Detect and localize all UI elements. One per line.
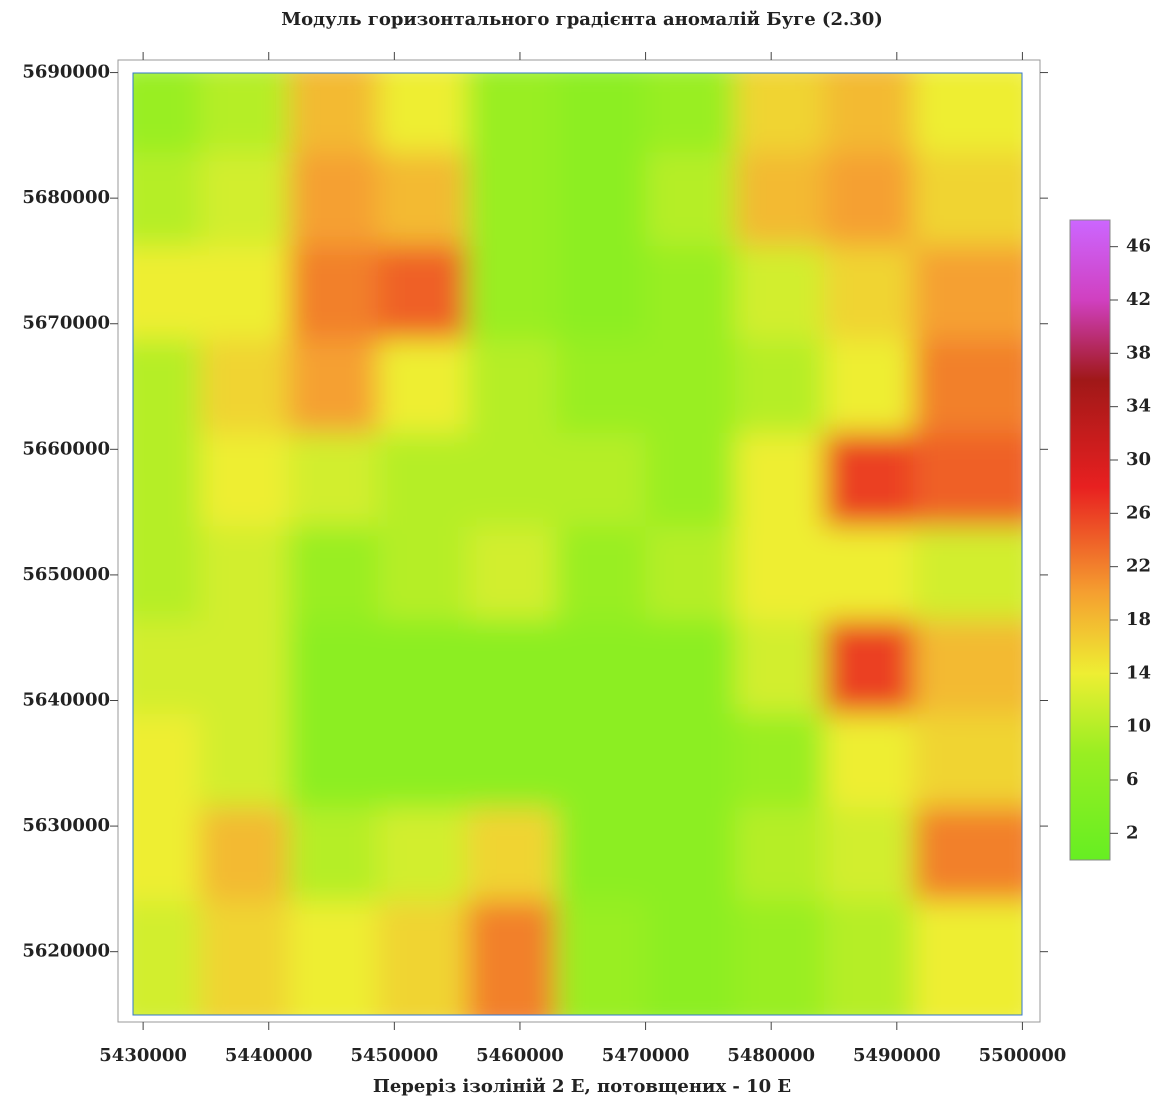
y-tick-label: 5620000 [22, 941, 110, 962]
x-tick-label: 5460000 [476, 1045, 564, 1066]
colorbar [1069, 219, 1111, 861]
colorbar-label: 42 [1126, 289, 1151, 310]
colorbar-label: 46 [1126, 236, 1151, 257]
x-tick-label: 5500000 [979, 1045, 1067, 1066]
plot-frame [117, 59, 1041, 1023]
data-border [132, 72, 1023, 1016]
y-tick-label: 5640000 [22, 689, 110, 710]
field [133, 73, 1022, 1015]
x-tick-label: 5430000 [99, 1045, 187, 1066]
y-tick-label: 5650000 [22, 564, 110, 585]
y-tick-label: 5670000 [22, 313, 110, 334]
x-tick-label: 5470000 [602, 1045, 690, 1066]
colorbar-label: 38 [1126, 342, 1151, 363]
chart-title: Модуль горизонтального градієнта аномалі… [281, 9, 883, 30]
colorbar-label: 30 [1126, 449, 1151, 470]
y-tick-label: 5680000 [22, 187, 110, 208]
colorbar-label: 14 [1126, 662, 1151, 683]
field-cell [913, 900, 1022, 1015]
colorbar-label: 10 [1126, 716, 1151, 737]
y-tick-label: 5660000 [22, 438, 110, 459]
colorbar-label: 34 [1126, 396, 1151, 417]
colorbar-label: 6 [1126, 769, 1139, 790]
colorbar-label: 2 [1126, 822, 1139, 843]
x-tick-label: 5450000 [351, 1045, 439, 1066]
colorbar-label: 22 [1126, 556, 1151, 577]
colorbar-label: 18 [1126, 609, 1151, 630]
x-axis-label: Переріз ізоліній 2 Е, потовщених - 10 Е [373, 1076, 791, 1097]
x-tick-label: 5490000 [853, 1045, 941, 1066]
x-tick-label: 5440000 [225, 1045, 313, 1066]
y-tick-label: 5690000 [22, 62, 110, 83]
colorbar-label: 26 [1126, 502, 1151, 523]
x-tick-label: 5480000 [727, 1045, 815, 1066]
y-tick-label: 5630000 [22, 815, 110, 836]
